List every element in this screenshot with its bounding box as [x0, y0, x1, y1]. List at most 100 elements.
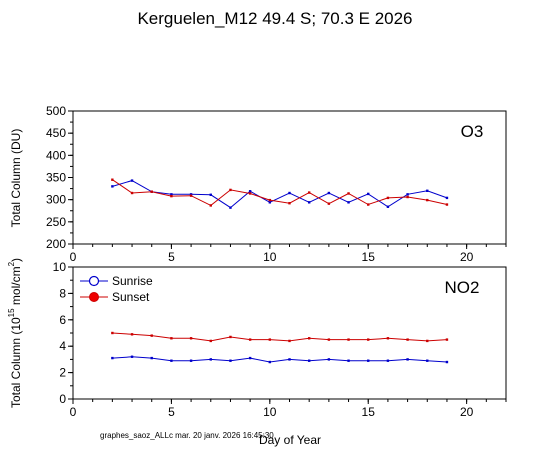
o3-sunset-point [229, 188, 232, 192]
no2-sunset-point [229, 335, 232, 339]
no2-sunrise-point [307, 359, 311, 362]
o3-sunset-point [307, 191, 311, 194]
no2-y-label-close: ) [9, 258, 23, 262]
o3-sunset-point [386, 196, 390, 200]
no2-sunrise-point [268, 360, 272, 364]
o3-sunset-line [112, 179, 448, 206]
no2-sunrise-point [445, 360, 449, 364]
no2-sunset-point [209, 339, 212, 343]
no2-y-label-unit: mol/cm [9, 266, 23, 308]
no2-series-group [111, 331, 449, 364]
o3-sunrise-point [327, 191, 331, 195]
o3-y-axis: 200 250 300 350 400 450 500 [46, 104, 73, 251]
no2-x-tick-label: 15 [362, 405, 376, 419]
legend-sunrise-marker [88, 275, 100, 287]
no2-y-label-main: Total Column (10 [9, 317, 23, 408]
o3-x-tick-label: 0 [70, 250, 77, 264]
o3-sunset-point [406, 195, 409, 199]
no2-sunrise-point [150, 356, 153, 360]
o3-sunrise-point [367, 192, 370, 196]
no2-sunrise-point [111, 356, 114, 360]
no2-panel-label: NO2 [445, 278, 480, 297]
o3-sunrise-point [189, 193, 193, 196]
o3-sunset-point [189, 194, 193, 197]
no2-y-tick-label: 0 [59, 392, 66, 406]
no2-sunset-point [288, 339, 291, 343]
o3-sunrise-point [386, 205, 390, 208]
o3-sunset-point [130, 191, 134, 195]
o3-panel-label: O3 [461, 122, 484, 141]
legend: Sunrise Sunset [80, 274, 153, 304]
o3-x-axis: 0 5 10 15 20 [70, 244, 507, 264]
o3-sunrise-point [406, 193, 409, 196]
o3-sunrise-point [229, 206, 232, 209]
no2-y-tick-label: 10 [53, 260, 67, 274]
o3-y-axis-label: Total Column (DU) [9, 129, 23, 228]
o3-sunrise-point [445, 196, 449, 200]
no2-sunset-point [327, 338, 331, 341]
o3-sunset-point [367, 203, 370, 206]
o3-sunset-point [150, 190, 153, 193]
no2-sunset-point [150, 334, 153, 337]
no2-y-tick-label: 6 [59, 313, 66, 327]
o3-y-tick-label: 350 [46, 171, 66, 185]
o3-sunset-point [248, 192, 252, 195]
o3-sunset-point [426, 198, 429, 202]
o3-sunset-point [288, 202, 291, 205]
no2-panel: 0 2 4 6 8 10 0 5 10 15 20 NO2 Total Column (1015 … [7, 258, 507, 447]
no2-y-axis-label: Total Column (1015 mol/cm2) [7, 258, 23, 408]
no2-sunset-point [406, 338, 409, 341]
no2-sunrise-point [327, 358, 331, 361]
no2-sunrise-point [189, 359, 193, 362]
no2-sunrise-point [209, 358, 212, 361]
no2-sunset-point [445, 338, 449, 341]
o3-y-tick-label: 250 [46, 215, 66, 229]
no2-sunrise-point [288, 358, 291, 361]
o3-sunrise-line [112, 180, 448, 209]
o3-y-tick-label: 450 [46, 126, 66, 140]
no2-sunset-point [426, 339, 429, 343]
o3-plot-frame [72, 110, 507, 245]
no2-sunset-point [248, 338, 252, 341]
no2-sunset-point [367, 338, 370, 341]
footer-stamp: graphes_saoz_ALLc mar. 20 janv. 2026 16:… [100, 431, 274, 440]
o3-x-tick-label: 10 [263, 250, 277, 264]
no2-x-tick-label: 10 [263, 405, 277, 419]
no2-sunrise-point [170, 359, 173, 362]
no2-sunrise-point [130, 355, 134, 358]
o3-x-tick-label: 15 [362, 250, 376, 264]
no2-sunset-point [189, 337, 193, 340]
no2-y-tick-label: 8 [59, 286, 66, 300]
no2-x-tick-label: 5 [168, 405, 175, 419]
o3-series-group [111, 178, 449, 209]
no2-x-tick-label: 0 [70, 405, 77, 419]
o3-x-tick-label: 20 [460, 250, 474, 264]
no2-sunrise-point [426, 359, 429, 362]
o3-y-tick-label: 400 [46, 148, 66, 162]
no2-sunset-line [112, 332, 448, 342]
o3-sunrise-point [111, 185, 114, 188]
no2-y-axis: 0 2 4 6 8 10 [53, 260, 73, 406]
o3-sunrise-point [268, 201, 272, 204]
o3-sunrise-point [248, 190, 252, 193]
legend-sunset-label: Sunset [112, 290, 150, 304]
no2-sunset-point [130, 333, 134, 336]
o3-y-tick-label: 300 [46, 193, 66, 207]
no2-sunrise-point [229, 359, 232, 362]
o3-x-tick-label: 5 [168, 250, 175, 264]
o3-sunset-point [111, 178, 114, 181]
legend-sunrise-label: Sunrise [112, 274, 153, 288]
o3-sunset-point [327, 202, 331, 205]
o3-sunrise-point [426, 189, 429, 192]
x-axis-label: Day of Year [259, 433, 321, 447]
chart-title: Kerguelen_M12 49.4 S; 70.3 E 2026 [137, 9, 412, 28]
no2-x-tick-label: 20 [460, 405, 474, 419]
no2-sunset-point [170, 337, 173, 340]
no2-sunset-point [111, 331, 114, 335]
o3-sunset-point [209, 204, 212, 207]
o3-sunrise-point [347, 201, 350, 204]
no2-sunset-point [347, 338, 350, 341]
o3-sunset-point [445, 203, 449, 206]
o3-sunset-point [268, 198, 272, 202]
